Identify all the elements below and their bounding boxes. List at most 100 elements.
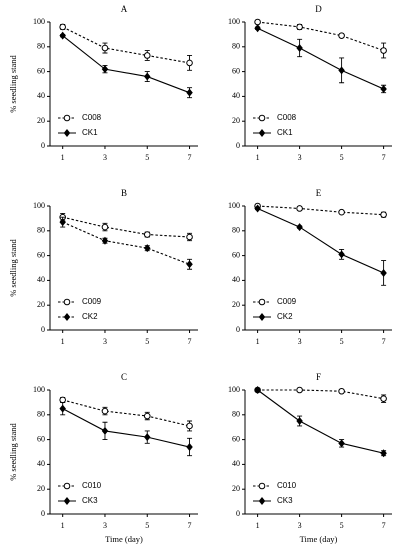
x-tick-label: 3 [103,337,107,346]
y-tick-label: 100 [228,385,240,394]
y-tick-label: 0 [236,509,240,518]
panel-title: E [316,188,322,198]
x-axis-label: Time (day) [105,534,143,544]
series-line [62,221,190,265]
y-tick-label: 20 [232,300,240,309]
y-tick-label: 20 [37,116,45,125]
data-point [186,59,193,67]
data-point [186,233,193,241]
x-tick-label: 5 [340,521,344,530]
y-axis-label: % seedling stand [8,54,18,112]
legend-marker [258,129,266,137]
y-tick-label: 100 [228,201,240,210]
x-tick-label: 3 [298,521,302,530]
data-point [144,433,151,442]
y-tick-label: 60 [232,250,240,259]
y-tick-label: 100 [228,17,240,26]
legend-marker [258,497,266,505]
data-point [296,386,303,394]
panel-title: A [121,4,128,14]
panel-title: F [316,372,321,382]
y-tick-label: 60 [37,434,45,443]
legend-marker [258,313,266,321]
series-line [257,207,384,274]
data-point [338,439,345,448]
data-point [101,407,109,415]
y-tick-label: 60 [37,250,45,259]
x-tick-label: 7 [188,521,192,530]
y-tick-label: 40 [232,275,240,284]
y-tick-label: 80 [37,42,45,51]
data-point [380,268,387,277]
data-point [296,417,303,425]
y-tick-label: 40 [37,91,45,100]
legend-marker [63,482,71,490]
y-tick-label: 0 [41,325,45,334]
x-tick-label: 1 [256,153,260,162]
y-tick-label: 40 [232,91,240,100]
y-tick-label: 0 [236,141,240,150]
series-line [62,26,190,64]
data-point [254,204,261,213]
data-point [380,211,387,218]
series-line [62,216,190,238]
series-line [62,408,190,448]
x-tick-label: 1 [61,153,65,162]
data-point [101,426,109,435]
legend-marker [63,114,71,122]
data-point [101,223,109,231]
legend-marker [258,298,266,306]
x-tick-label: 5 [340,153,344,162]
y-tick-label: 60 [232,434,240,443]
y-tick-label: 80 [232,42,240,51]
y-tick-label: 40 [232,459,240,468]
data-point [380,395,387,402]
legend-marker [258,482,266,490]
data-point [186,422,193,430]
x-tick-label: 5 [145,337,149,346]
data-point [59,396,66,404]
data-point [143,231,151,238]
data-point [254,18,261,26]
y-axis-label: % seedling stand [8,238,18,296]
legend-label: CK2 [277,312,293,321]
series-line [257,205,384,216]
x-tick-label: 1 [61,337,65,346]
series-line [62,35,190,94]
series-line [257,21,384,52]
series-line [257,389,384,400]
panel-title: D [315,4,322,14]
data-point [380,449,387,458]
data-point [59,31,66,40]
y-tick-label: 100 [33,17,45,26]
x-tick-label: 5 [145,521,149,530]
data-point [186,260,193,269]
x-tick-label: 7 [382,153,386,162]
data-point [101,236,109,245]
legend-label: C010 [277,481,297,490]
x-tick-label: 7 [382,521,386,530]
series-line [62,399,190,427]
x-tick-label: 5 [340,337,344,346]
x-tick-label: 1 [256,521,260,530]
data-point [338,387,345,395]
y-tick-label: 20 [232,116,240,125]
data-point [254,386,261,394]
data-point [338,32,345,39]
legend-marker [258,114,266,122]
legend-label: C009 [277,297,297,306]
data-point [59,218,66,227]
y-tick-label: 20 [37,484,45,493]
y-tick-label: 0 [41,141,45,150]
data-point [143,412,151,420]
x-tick-label: 1 [61,521,65,530]
data-point [338,66,345,75]
legend-label: CK3 [277,496,293,505]
x-tick-label: 3 [298,153,302,162]
y-axis-label: % seedling stand [8,422,18,480]
data-point [101,44,109,52]
y-tick-label: 80 [37,410,45,419]
y-tick-label: 0 [236,325,240,334]
data-point [380,47,387,54]
data-point [101,65,109,74]
